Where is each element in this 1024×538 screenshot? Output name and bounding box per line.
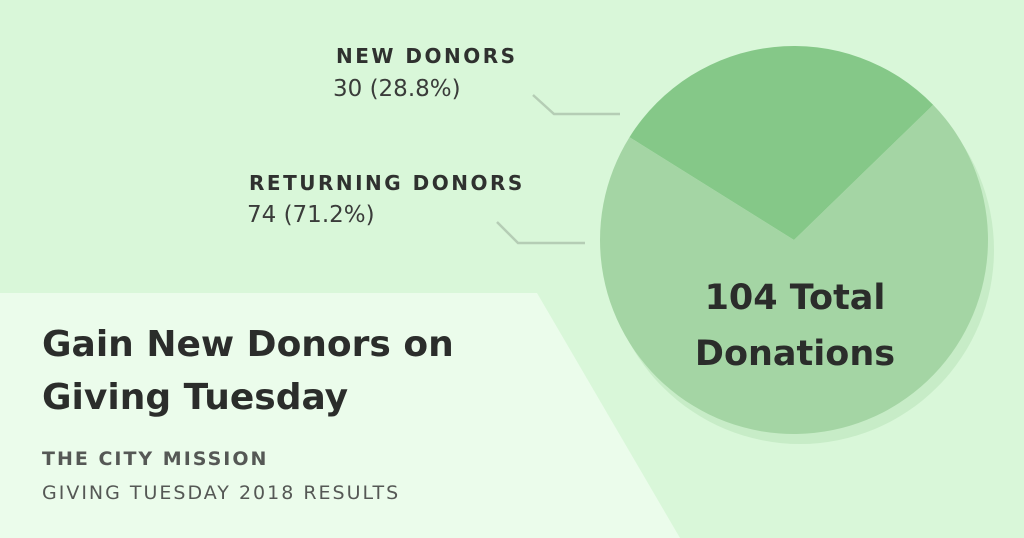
page-title: Gain New Donors on Giving Tuesday bbox=[42, 324, 454, 418]
title-panel bbox=[0, 293, 680, 538]
total-donations-label: 104 Total Donations bbox=[694, 278, 896, 374]
results-subtitle: GIVING TUESDAY 2018 RESULTS bbox=[42, 482, 401, 504]
organization-name: THE CITY MISSION bbox=[42, 448, 269, 470]
connector-line-returning-donors bbox=[496, 221, 585, 245]
legend-value-returning-donors: 74 (71.2%) bbox=[247, 202, 375, 228]
legend-label-returning-donors: RETURNING DONORS bbox=[249, 171, 525, 195]
pie-chart bbox=[600, 46, 989, 435]
pie-slice-returning-donors bbox=[600, 104, 989, 435]
legend-label-new-donors: NEW DONORS bbox=[336, 44, 518, 68]
connector-line-new-donors bbox=[532, 94, 620, 116]
pie-slice-new-donors bbox=[629, 46, 934, 241]
legend-value-new-donors: 30 (28.8%) bbox=[333, 76, 461, 102]
